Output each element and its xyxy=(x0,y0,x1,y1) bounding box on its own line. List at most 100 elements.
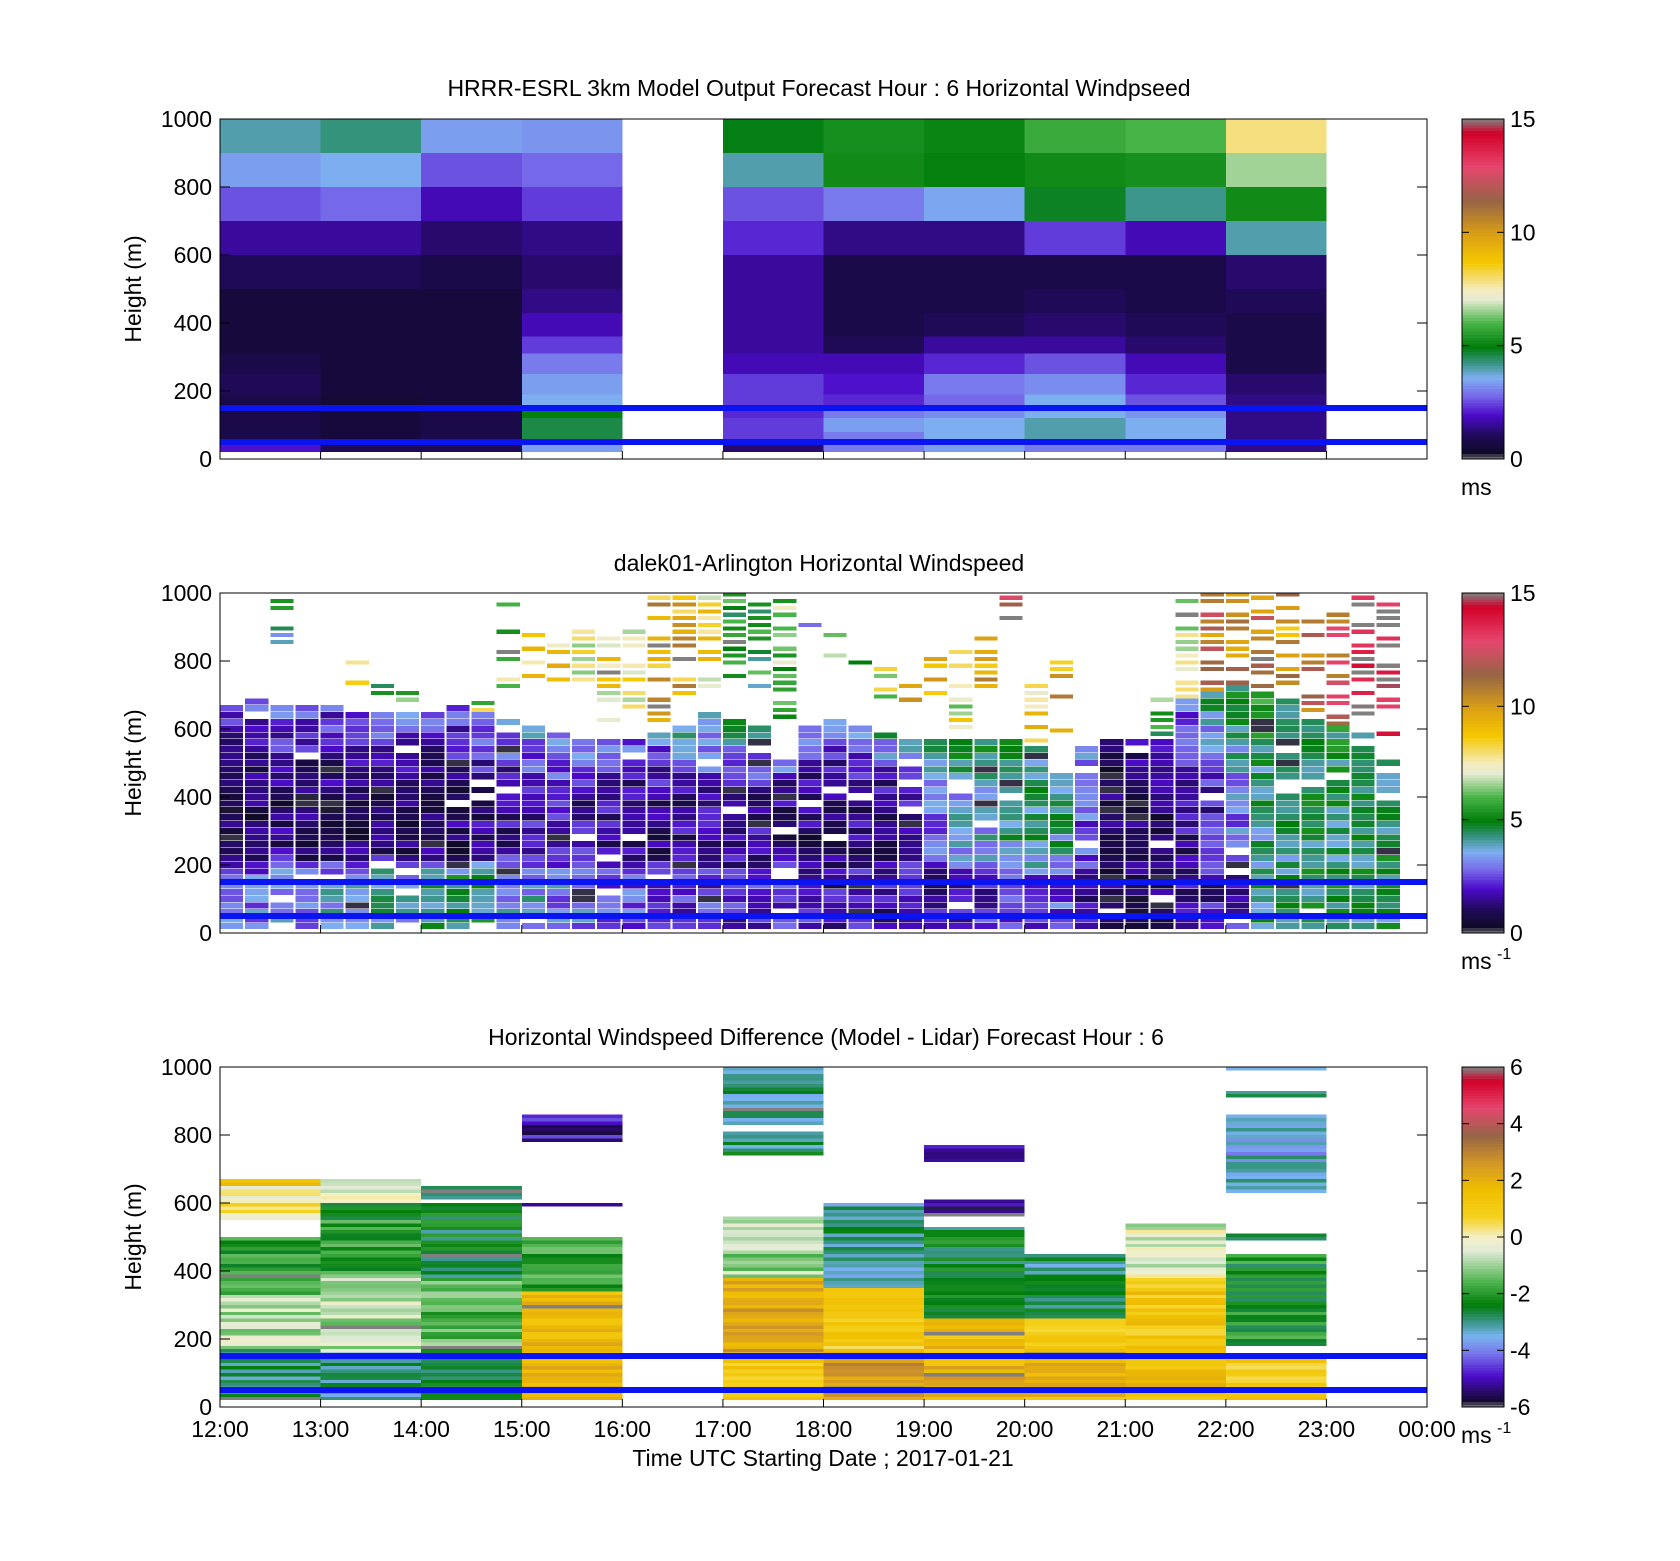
lidar-cell xyxy=(1150,916,1174,923)
colorbar-swatch xyxy=(1462,1084,1504,1088)
lidar-cell xyxy=(421,800,445,807)
lidar-cell xyxy=(848,868,872,875)
colorbar-swatch xyxy=(1462,410,1504,415)
lidar-cell xyxy=(748,807,772,814)
difference-cell xyxy=(823,1379,925,1384)
lidar-cell xyxy=(546,759,571,766)
lidar-cell xyxy=(245,841,269,848)
lidar-cell xyxy=(974,854,998,862)
lidar-cell xyxy=(999,616,1023,621)
lidar-cell xyxy=(421,773,445,780)
colorbar-swatch xyxy=(1462,1208,1504,1213)
difference-cell xyxy=(220,1192,321,1197)
model-cell xyxy=(722,289,824,313)
model-cell xyxy=(1225,442,1327,453)
difference-cell xyxy=(722,1318,824,1322)
lidar-cell xyxy=(1250,616,1275,621)
lidar-cell xyxy=(1301,868,1325,875)
lidar-cell xyxy=(345,848,369,855)
lidar-cell xyxy=(1024,882,1048,889)
colorbar-swatch xyxy=(1462,887,1504,892)
lidar-cell xyxy=(446,712,470,719)
lidar-cell xyxy=(370,786,395,794)
lidar-cell xyxy=(873,766,897,773)
lidar-cell xyxy=(1326,780,1350,787)
lidar-cell xyxy=(1150,731,1174,736)
lidar-cell xyxy=(1100,793,1124,800)
colorbar-swatch xyxy=(1462,814,1504,818)
lidar-cell xyxy=(1225,861,1249,868)
difference-cell xyxy=(823,1277,925,1282)
difference-cell xyxy=(924,1254,1025,1258)
lidar-cell xyxy=(748,622,772,627)
model-cell xyxy=(1024,353,1126,374)
lidar-cell xyxy=(320,786,344,794)
lidar-cell xyxy=(999,595,1023,600)
colorbar-swatch xyxy=(1462,1137,1504,1142)
lidar-cell xyxy=(949,868,973,875)
difference-cell xyxy=(924,1288,1025,1292)
lidar-cell xyxy=(546,882,571,889)
colorbar-frame xyxy=(1461,118,1505,460)
lidar-cell xyxy=(1024,814,1048,821)
lidar-cell xyxy=(999,800,1023,807)
difference-cell xyxy=(1125,1383,1226,1387)
difference-cell xyxy=(722,1339,824,1343)
lidar-cell xyxy=(924,739,948,746)
colorbar-swatch xyxy=(1462,189,1504,194)
lidar-cell xyxy=(1100,820,1124,828)
colorbar-swatch xyxy=(1462,1401,1504,1405)
model-cell xyxy=(1125,255,1226,269)
lidar-cell xyxy=(1276,605,1300,610)
model-cell xyxy=(722,418,824,432)
lidar-cell xyxy=(1074,820,1099,828)
lidar-cell xyxy=(823,875,847,882)
model-cell xyxy=(521,289,623,313)
colorbar-swatch xyxy=(1462,260,1504,265)
lidar-cell xyxy=(924,793,948,800)
lidar-cell xyxy=(1175,612,1199,617)
lidar-cell xyxy=(370,780,395,787)
model-cell xyxy=(220,153,321,187)
lidar-cell xyxy=(1150,848,1174,855)
colorbar-swatch xyxy=(1462,1285,1504,1289)
colorbar-swatch xyxy=(1462,1322,1504,1326)
lidar-cell xyxy=(949,718,973,723)
lidar-cell xyxy=(597,643,621,648)
lidar-cell xyxy=(572,739,596,746)
lidar-cell xyxy=(270,814,294,821)
difference-cell xyxy=(1024,1271,1126,1275)
lidar-cell xyxy=(1150,820,1174,828)
lidar-reference-lines xyxy=(220,879,1427,919)
lidar-cell xyxy=(697,656,721,661)
lidar-cell xyxy=(370,759,395,766)
lidar-cell xyxy=(320,705,344,712)
colorbar-swatch xyxy=(1462,828,1504,832)
lidar-cell xyxy=(748,636,772,641)
y-tick-label: 200 xyxy=(174,1326,212,1352)
lidar-cell xyxy=(1150,786,1174,794)
lidar-cell xyxy=(1150,739,1174,746)
lidar-cell xyxy=(773,701,797,706)
lidar-title: dalek01-Arlington Horizontal Windspeed xyxy=(614,550,1024,576)
colorbar-swatch xyxy=(1462,1183,1504,1187)
difference-cell xyxy=(823,1250,925,1254)
lidar-cell xyxy=(697,820,721,828)
model-cell xyxy=(421,442,522,453)
difference-cell xyxy=(521,1291,623,1295)
lidar-cell xyxy=(798,725,822,732)
lidar-cell xyxy=(1074,746,1099,753)
difference-cell xyxy=(320,1325,422,1329)
difference-cell xyxy=(421,1186,522,1190)
lidar-cell xyxy=(823,922,847,930)
difference-cell xyxy=(722,1274,824,1278)
lidar-cell xyxy=(1200,786,1224,794)
lidar-cell xyxy=(370,820,395,828)
lidar-cell xyxy=(974,677,998,682)
lidar-cell xyxy=(1326,660,1350,665)
difference-cell xyxy=(521,1114,623,1118)
colorbar-swatch xyxy=(1462,595,1504,600)
difference-cell xyxy=(421,1216,522,1220)
lidar-cell xyxy=(647,759,671,766)
lidar-cell xyxy=(421,780,445,787)
